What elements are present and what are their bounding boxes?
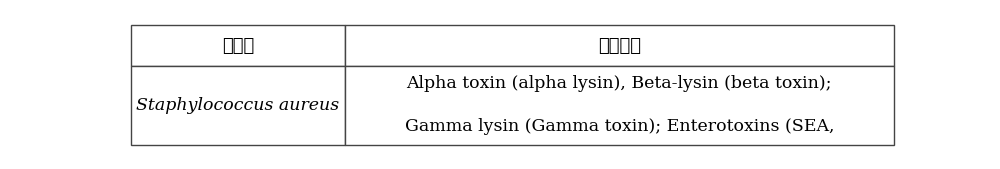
Text: Alpha toxin (alpha lysin), Beta-lysin (beta toxin);: Alpha toxin (alpha lysin), Beta-lysin (b… [407,75,832,92]
Text: 毒性基因: 毒性基因 [598,37,641,55]
FancyBboxPatch shape [131,26,345,66]
FancyBboxPatch shape [131,66,345,145]
Text: 基因源: 基因源 [222,37,254,55]
Text: Staphylococcus aureus: Staphylococcus aureus [136,97,340,114]
FancyBboxPatch shape [345,66,894,145]
FancyBboxPatch shape [345,26,894,66]
Text: Gamma lysin (Gamma toxin); Enterotoxins (SEA,: Gamma lysin (Gamma toxin); Enterotoxins … [405,118,834,135]
